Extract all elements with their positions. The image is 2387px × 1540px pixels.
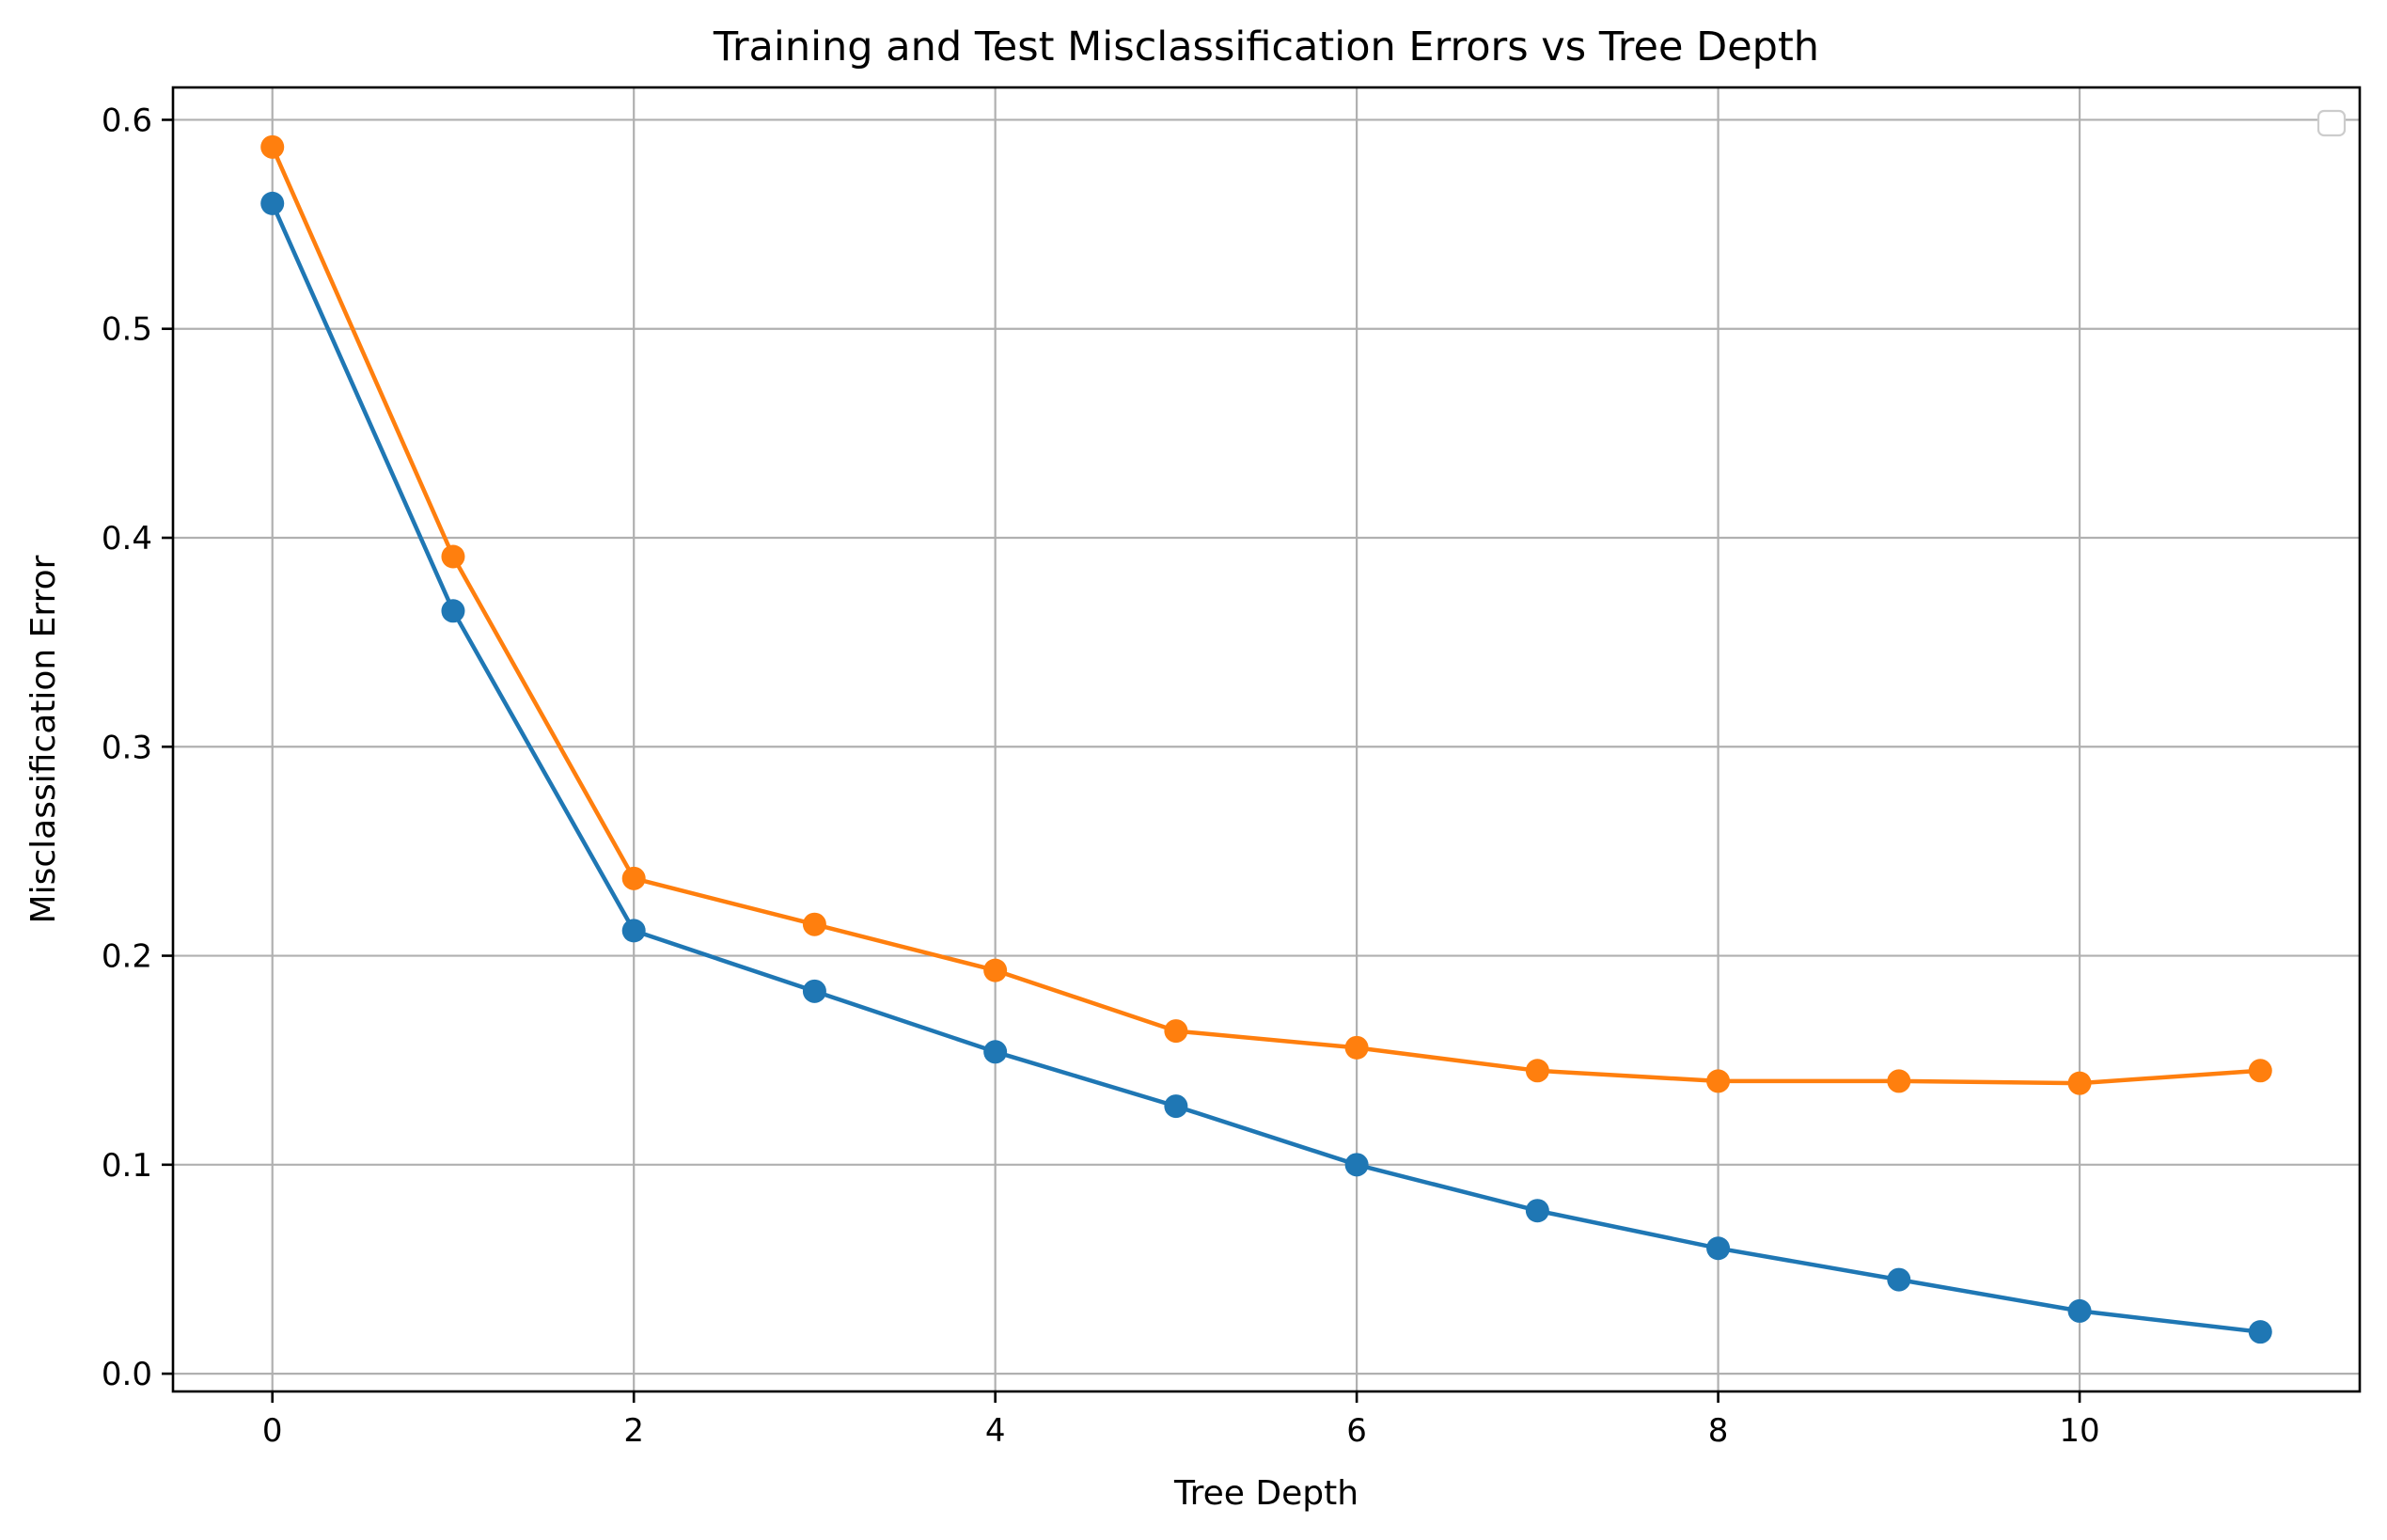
y-tick-label: 0.2: [102, 938, 152, 976]
series-1: [260, 191, 2272, 1344]
x-tick-label: 4: [985, 1412, 1006, 1450]
grid: [173, 87, 2360, 1391]
series-2-point: [260, 134, 285, 159]
x-tick-label: 6: [1346, 1412, 1367, 1450]
x-tick-label: 2: [623, 1412, 644, 1450]
x-tick-label: 8: [1708, 1412, 1729, 1450]
series-1-point: [2067, 1298, 2092, 1323]
series-1-point: [983, 1040, 1008, 1064]
series-1-point: [1164, 1094, 1188, 1119]
series-1-point: [2248, 1320, 2272, 1344]
series-2-point: [1525, 1059, 1549, 1083]
y-tick-label: 0.5: [102, 311, 152, 349]
series-1-point: [1706, 1236, 1731, 1261]
series-2-point: [983, 958, 1008, 982]
legend: [2316, 109, 2347, 137]
y-tick-label: 0.6: [102, 102, 152, 139]
series-2-point: [802, 912, 826, 936]
y-tick-label: 0.0: [102, 1356, 152, 1393]
y-axis-label: Misclassification Error: [24, 555, 63, 923]
y-tick-label: 0.3: [102, 729, 152, 766]
series-2-line: [270, 145, 2263, 1086]
series-1-point: [1887, 1267, 1911, 1292]
series-2: [260, 134, 2272, 1095]
series-2-point: [2067, 1071, 2092, 1095]
series-2-point: [1164, 1019, 1188, 1044]
x-tick-label: 10: [2059, 1412, 2099, 1450]
series-2-point: [1344, 1035, 1369, 1060]
series-2-point: [1706, 1069, 1731, 1093]
x-axis-label: Tree Depth: [1173, 1474, 1358, 1513]
series-1-point: [441, 599, 465, 623]
chart-title: Training and Test Misclassification Erro…: [713, 24, 1819, 71]
series-2-point: [621, 866, 646, 890]
series-1-point: [1344, 1153, 1369, 1177]
y-tick-label: 0.1: [102, 1147, 152, 1185]
y-tick-label: 0.4: [102, 520, 152, 558]
axis-ticks: 0 2 4 6 8 10 0.0 0.1 0.2 0.3 0.4 0.5 0.6: [102, 102, 2100, 1450]
series-2-point: [1887, 1069, 1911, 1093]
series-1-point: [260, 191, 285, 215]
series-2-point: [2248, 1059, 2272, 1083]
series-1-point: [621, 919, 646, 943]
series-1-line: [270, 201, 2263, 1334]
series-1-point: [1525, 1199, 1549, 1223]
series-1-point: [802, 979, 826, 1003]
plot-area-frame: [171, 86, 2362, 1393]
series-2-point: [441, 544, 465, 569]
x-tick-label: 0: [262, 1412, 283, 1450]
series-layer: [260, 134, 2272, 1344]
